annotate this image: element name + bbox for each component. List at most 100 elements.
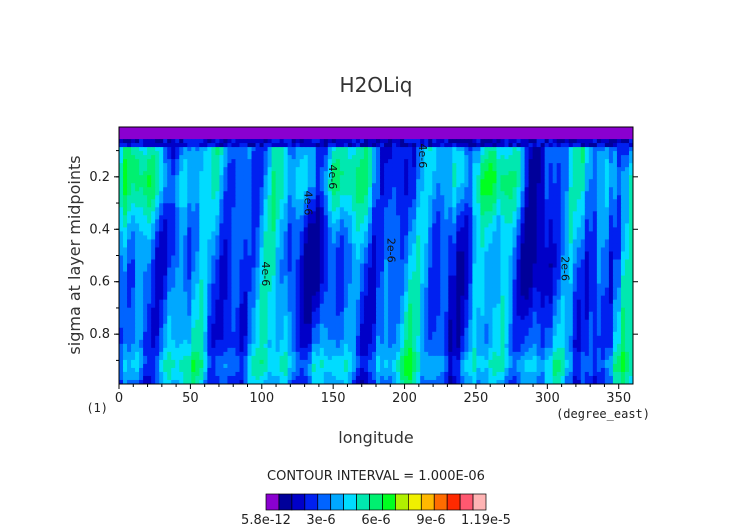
field-cell — [223, 279, 229, 285]
field-cell — [207, 203, 212, 208]
field-cell — [628, 259, 633, 265]
field-cell — [564, 171, 570, 176]
field-cell — [199, 167, 204, 172]
field-cell — [219, 199, 225, 204]
field-cell — [388, 147, 393, 152]
field-cell — [572, 183, 578, 188]
field-cell — [468, 259, 473, 265]
field-cell — [131, 283, 136, 289]
field-cell — [143, 171, 148, 176]
field-cell — [367, 203, 373, 208]
field-cell — [596, 139, 602, 144]
field-cell — [600, 271, 606, 277]
field-cell — [424, 227, 429, 233]
field-cell — [580, 211, 586, 216]
field-cell — [327, 255, 333, 261]
field-cell — [556, 215, 562, 220]
field-cell — [267, 187, 273, 192]
field-cell — [119, 251, 124, 257]
field-cell — [159, 147, 164, 152]
field-cell — [279, 135, 285, 140]
field-cell — [183, 191, 188, 196]
field-cell — [347, 263, 353, 269]
field-cell — [171, 279, 176, 285]
field-cell — [600, 183, 606, 188]
field-cell — [347, 219, 353, 224]
field-cell — [452, 135, 457, 140]
field-cell — [167, 215, 172, 220]
field-cell — [428, 239, 433, 245]
field-cell — [504, 175, 510, 180]
field-cell — [231, 243, 237, 249]
field-cell — [271, 163, 277, 168]
field-cell — [163, 195, 168, 200]
field-cell — [187, 255, 192, 261]
field-cell — [584, 259, 590, 265]
field-cell — [307, 231, 313, 237]
field-cell — [448, 255, 453, 261]
field-cell — [600, 191, 606, 196]
field-cell — [384, 271, 389, 277]
field-cell — [227, 135, 233, 140]
field-cell — [464, 155, 469, 160]
field-cell — [311, 151, 317, 156]
field-cell — [560, 211, 566, 216]
field-cell — [211, 167, 216, 172]
field-cell — [155, 163, 160, 168]
field-cell — [347, 239, 353, 245]
field-cell — [323, 147, 329, 152]
field-cell — [376, 227, 381, 233]
field-cell — [287, 263, 293, 269]
field-cell — [508, 127, 514, 132]
field-cell — [311, 243, 317, 249]
field-cell — [528, 199, 534, 204]
field-cell — [512, 183, 518, 188]
field-cell — [263, 147, 269, 152]
field-cell — [203, 195, 208, 200]
field-cell — [516, 135, 522, 140]
field-cell — [452, 127, 457, 132]
field-cell — [524, 155, 530, 160]
field-cell — [488, 275, 494, 281]
field-cell — [259, 183, 265, 188]
field-cell — [179, 167, 184, 172]
field-cell — [564, 211, 570, 216]
field-cell — [195, 271, 200, 277]
field-cell — [516, 163, 522, 168]
field-cell — [448, 263, 453, 269]
field-cell — [492, 159, 498, 164]
field-cell — [307, 251, 313, 257]
field-cell — [227, 199, 233, 204]
field-cell — [516, 227, 522, 233]
field-cell — [464, 239, 469, 245]
field-cell — [255, 203, 261, 208]
field-cell — [179, 255, 184, 261]
field-cell — [424, 135, 429, 140]
field-cell — [444, 255, 449, 261]
field-cell — [343, 227, 349, 233]
field-cell — [195, 175, 200, 180]
field-cell — [596, 223, 602, 228]
field-cell — [131, 271, 136, 277]
field-cell — [179, 239, 184, 245]
field-cell — [163, 167, 168, 172]
field-cell — [291, 171, 297, 176]
field-cell — [380, 251, 385, 257]
field-cell — [576, 175, 582, 180]
field-cell — [279, 175, 285, 180]
field-cell — [568, 243, 574, 249]
field-cell — [287, 187, 293, 192]
field-cell — [408, 271, 413, 277]
field-cell — [444, 239, 449, 245]
field-cell — [279, 279, 285, 285]
field-cell — [203, 171, 208, 176]
field-cell — [163, 239, 168, 245]
field-cell — [412, 207, 417, 212]
field-cell — [580, 219, 586, 224]
field-cell — [235, 163, 241, 168]
field-cell — [388, 179, 393, 184]
field-cell — [359, 135, 365, 140]
field-cell — [544, 263, 550, 269]
field-cell — [267, 275, 273, 281]
field-cell — [464, 127, 469, 132]
